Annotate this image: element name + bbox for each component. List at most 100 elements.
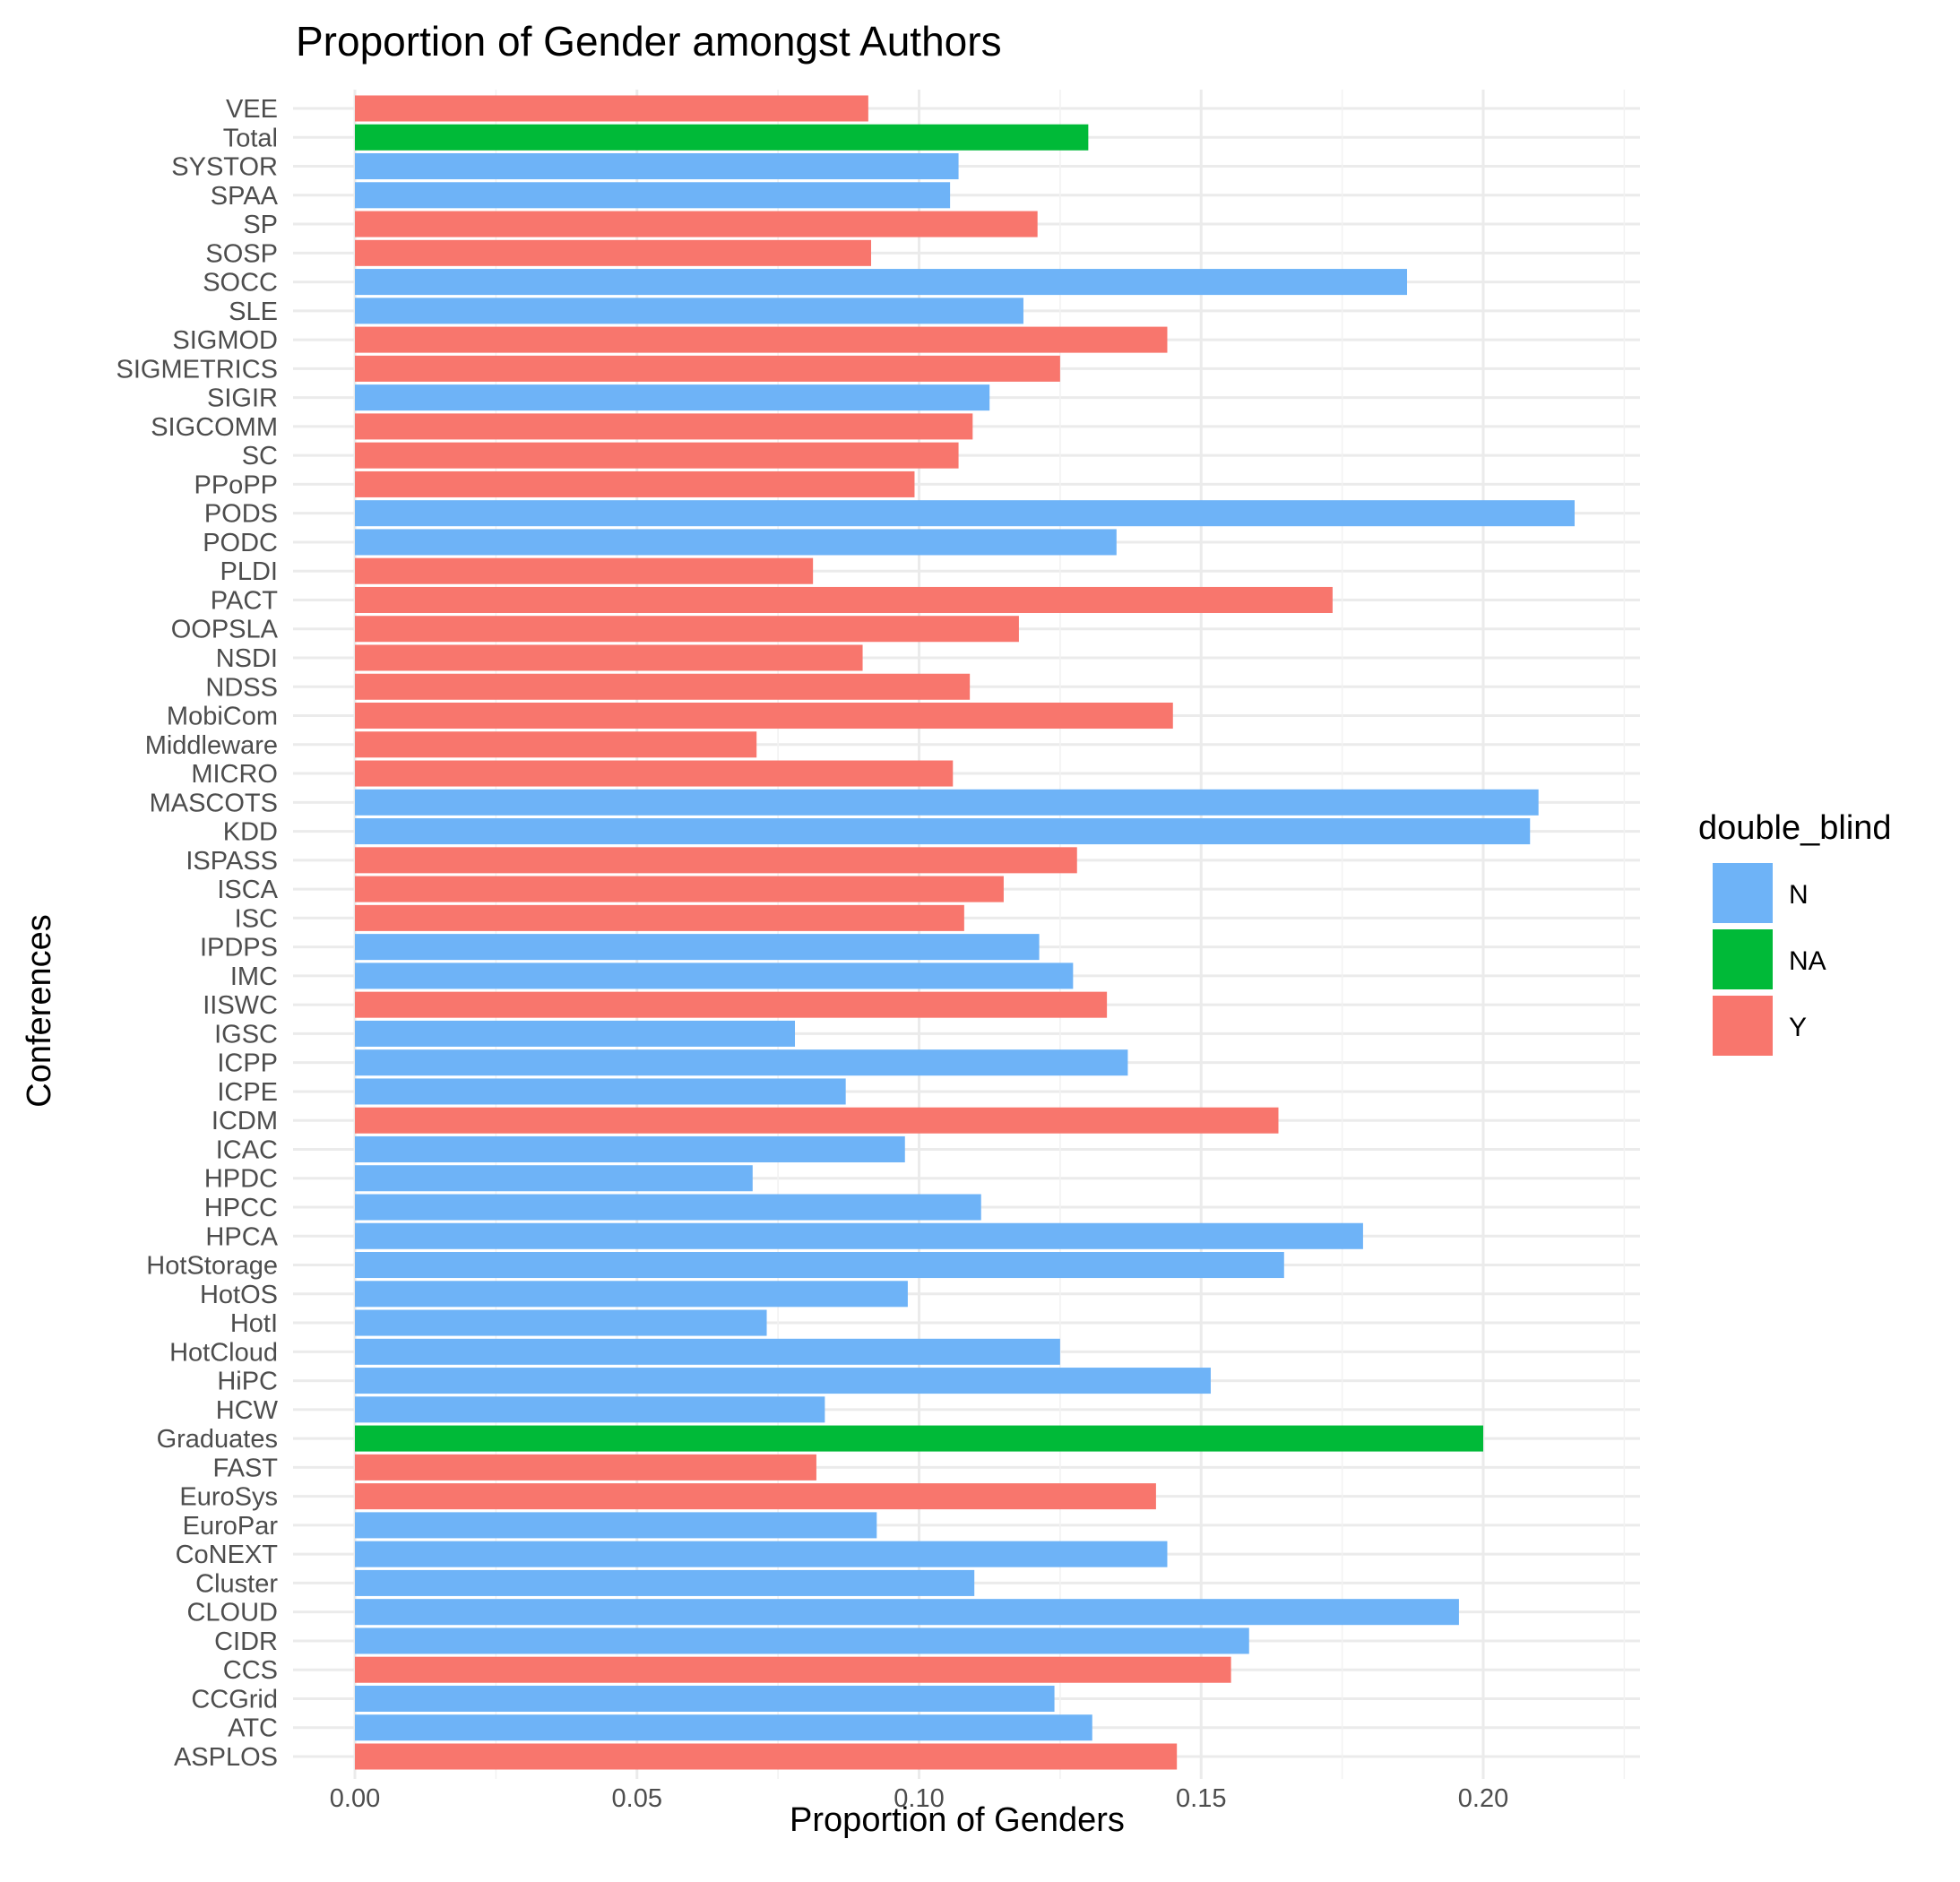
y-tick-label: HPCA	[205, 1222, 278, 1251]
y-axis-title: Conferences	[21, 914, 58, 1107]
bar-imc	[355, 963, 1074, 989]
legend: double_blind N NA Y	[1698, 809, 1892, 1056]
y-tick-label: NSDI	[216, 644, 278, 673]
y-tick-label: SIGMOD	[172, 326, 278, 355]
bar-ipdps	[355, 934, 1040, 961]
bar-pods	[355, 500, 1575, 527]
bar-icdm	[355, 1107, 1279, 1134]
y-tick-label: HiPC	[217, 1368, 278, 1396]
y-tick-label: SYSTOR	[171, 153, 278, 182]
y-tick-label: OOPSLA	[171, 616, 279, 644]
bar-sc	[355, 442, 959, 469]
y-tick-label: SIGMETRICS	[117, 355, 278, 384]
legend-label-y: Y	[1789, 1013, 1807, 1042]
bar-hoti	[355, 1309, 767, 1336]
bar-socc	[355, 269, 1408, 296]
bar-hotos	[355, 1281, 908, 1308]
bar-hotstorage	[355, 1252, 1284, 1279]
bar-ccgrid	[355, 1685, 1055, 1712]
bar-middleware	[355, 731, 757, 758]
bar-pact	[355, 586, 1333, 613]
y-tick-label: IPDPS	[200, 934, 278, 963]
bar-sigmetrics	[355, 355, 1060, 382]
y-tick-label: FAST	[212, 1454, 278, 1482]
bar-micro	[355, 760, 954, 787]
x-tick-label: 0.10	[894, 1784, 944, 1813]
y-tick-label: KDD	[223, 818, 278, 847]
y-tick-label: ICDM	[212, 1107, 278, 1135]
y-tick-label: MASCOTS	[150, 789, 278, 817]
y-tick-label: SOCC	[203, 269, 278, 298]
bar-pldi	[355, 557, 814, 584]
bar-hpca	[355, 1222, 1363, 1249]
y-tick-label: SC	[242, 442, 278, 470]
bar-hpcc	[355, 1194, 981, 1221]
bar-iiswc	[355, 991, 1108, 1018]
bar-hcw	[355, 1396, 825, 1423]
bar-spaa	[355, 182, 951, 209]
y-tick-label: IMC	[230, 963, 278, 991]
bar-eurosys	[355, 1483, 1156, 1510]
y-tick-label: SPAA	[211, 182, 279, 211]
bar-ppopp	[355, 470, 915, 497]
x-axis-title: Proportion of Genders	[790, 1801, 1125, 1839]
bar-icac	[355, 1135, 905, 1162]
bar-conext	[355, 1541, 1168, 1567]
bar-hipc	[355, 1368, 1211, 1394]
y-tick-label: ASPLOS	[174, 1743, 278, 1772]
bar-ccs	[355, 1656, 1231, 1683]
bar-hotcloud	[355, 1338, 1060, 1365]
x-tick-label: 0.00	[330, 1784, 380, 1813]
x-tick-label: 0.20	[1458, 1784, 1508, 1813]
bar-sosp	[355, 239, 871, 266]
y-tick-label: Total	[223, 124, 278, 152]
bar-vee	[355, 95, 868, 122]
bar-cloud	[355, 1599, 1459, 1626]
y-tick-label: PODC	[203, 529, 278, 557]
y-tick-label: SIGCOMM	[151, 413, 278, 442]
bar-icpe	[355, 1078, 846, 1105]
y-tick-label: CIDR	[214, 1627, 278, 1656]
bar-ispass	[355, 847, 1077, 874]
bar-isca	[355, 876, 1004, 902]
y-tick-label: VEE	[226, 95, 278, 124]
y-tick-label: SOSP	[205, 239, 278, 268]
x-tick-label: 0.05	[612, 1784, 662, 1813]
y-tick-label: MICRO	[191, 760, 278, 789]
bar-nsdi	[355, 644, 863, 671]
y-tick-label: PPoPP	[194, 470, 279, 499]
y-tick-label: HPCC	[204, 1194, 278, 1222]
bar-atc	[355, 1714, 1092, 1741]
legend-items: N NA Y	[1713, 863, 1826, 1056]
legend-swatch-na	[1713, 929, 1773, 989]
y-tick-label: ICPP	[217, 1049, 278, 1078]
chart-title: Proportion of Gender amongst Authors	[296, 18, 1002, 65]
y-tick-label: PLDI	[220, 557, 278, 586]
y-tick-label: ISCA	[217, 876, 278, 904]
y-tick-label: Graduates	[157, 1425, 278, 1454]
y-tick-label: HCW	[216, 1396, 279, 1425]
y-tick-label: ISPASS	[186, 847, 278, 876]
y-tick-label: CoNEXT	[176, 1541, 279, 1569]
bar-mobicom	[355, 703, 1173, 729]
bar-ndss	[355, 673, 971, 700]
y-tick-label: ICAC	[216, 1135, 278, 1164]
bar-cidr	[355, 1627, 1249, 1654]
bar-systor	[355, 153, 959, 180]
y-tick-label: ATC	[228, 1714, 278, 1743]
bar-fast	[355, 1454, 816, 1481]
y-tick-label: ICPE	[217, 1078, 278, 1107]
legend-swatch-n	[1713, 863, 1773, 923]
bar-graduates	[355, 1425, 1483, 1452]
y-tick-label: Middleware	[145, 731, 278, 760]
y-axis-ticks: VEETotalSYSTORSPAASPSOSPSOCCSLESIGMODSIG…	[117, 95, 279, 1772]
bar-podc	[355, 529, 1117, 556]
bar-icpp	[355, 1049, 1128, 1076]
x-tick-label: 0.15	[1176, 1784, 1226, 1813]
y-tick-label: PACT	[211, 586, 278, 615]
y-tick-label: EuroSys	[179, 1483, 278, 1512]
bar-europar	[355, 1512, 877, 1539]
bar-igsc	[355, 1020, 796, 1047]
bar-total	[355, 124, 1089, 151]
